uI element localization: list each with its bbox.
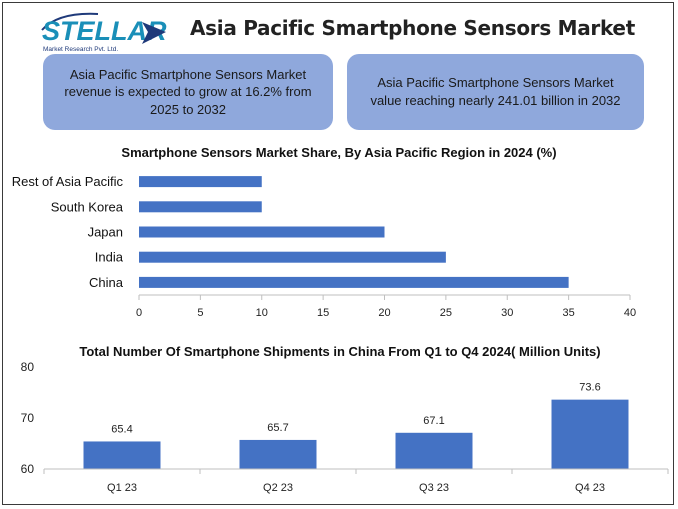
bar-rest-of-asia-pacific [139,176,262,188]
x-tick-label: 10 [256,307,268,319]
shipments-bar-chart: 60 70 80 65.4 Q1 23 65.7 Q2 23 67.1 Q3 23 73.6 Q4 … [21,360,669,494]
bar-q3-23 [395,432,473,469]
svg-text:Market Research Pvt. Ltd.: Market Research Pvt. Ltd. [43,46,118,53]
category-label: Q4 23 [575,482,605,494]
x-tick-label: 30 [501,307,513,319]
value-info-box: Asia Pacific Smartphone Sensors Market v… [347,54,644,130]
regional-share-bar-chart: China India Japan South Korea Rest of Asia P… [12,174,636,319]
data-label: 65.7 [267,422,288,434]
bar-india [139,251,446,263]
data-label: 73.6 [579,382,600,394]
data-label: 65.4 [111,423,132,435]
y-tick-label: 80 [21,360,35,374]
category-label: Q1 23 [107,482,137,494]
y-tick-label: 60 [21,462,35,476]
x-tick-label: 40 [624,307,636,319]
data-label: 67.1 [423,415,444,427]
regional-share-chart-title: Smartphone Sensors Market Share, By Asia… [121,145,557,160]
bar-q4-23 [551,399,629,469]
y-tick-label: 70 [21,411,35,425]
bar-japan [139,226,385,238]
x-tick-label: 35 [563,307,575,319]
bar-china [139,276,569,288]
category-label: Rest of Asia Pacific [12,174,124,189]
category-label: South Korea [51,199,124,214]
category-label: Japan [88,225,123,240]
category-label: Q2 23 [263,482,293,494]
value-info-text: Asia Pacific Smartphone Sensors Market v… [370,75,621,108]
growth-info-text: Asia Pacific Smartphone Sensors Market r… [64,66,312,117]
category-label: China [89,275,124,290]
page-title: Asia Pacific Smartphone Sensors Market [190,16,635,40]
category-label: Q3 23 [419,482,449,494]
category-label: India [95,250,124,265]
x-tick-label: 25 [440,307,452,319]
stellar-logo: STELLAR Market Research Pvt. Ltd. [41,12,167,53]
bar-q2-23 [239,439,317,469]
x-tick-label: 15 [317,307,329,319]
x-tick-label: 0 [136,307,142,319]
shipments-chart-title: Total Number Of Smartphone Shipments in … [79,344,601,359]
growth-info-box: Asia Pacific Smartphone Sensors Market r… [43,54,333,130]
bar-south-korea [139,201,262,213]
x-tick-label: 5 [197,307,203,319]
x-tick-label: 20 [378,307,390,319]
bar-q1-23 [83,441,161,469]
